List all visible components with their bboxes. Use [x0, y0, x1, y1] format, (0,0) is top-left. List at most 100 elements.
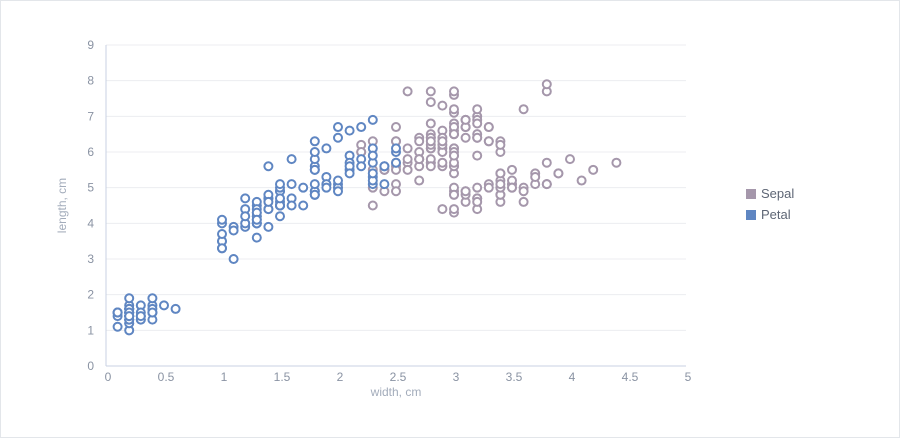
data-point [425, 86, 436, 97]
data-point [402, 154, 413, 165]
data-point [402, 164, 413, 175]
data-point [309, 164, 320, 175]
data-point [309, 189, 320, 200]
x-tick-label: 0.5 [158, 370, 175, 384]
data-point [367, 114, 378, 125]
data-point [518, 196, 529, 207]
data-point [356, 161, 367, 172]
data-point [344, 125, 355, 136]
data-point [611, 157, 622, 168]
data-point [112, 307, 123, 318]
data-point [147, 307, 158, 318]
x-tick-label: 2.5 [390, 370, 407, 384]
data-point [275, 179, 285, 190]
legend-label: Petal [761, 207, 791, 222]
y-tick-label: 4 [87, 216, 94, 230]
data-point [391, 143, 401, 154]
data-point [414, 136, 425, 147]
data-point [379, 161, 390, 172]
data-point [298, 182, 309, 193]
data-point [460, 186, 471, 197]
y-tick-label: 6 [87, 145, 94, 159]
y-tick-label: 9 [87, 38, 94, 52]
y-tick-label: 0 [87, 359, 94, 373]
legend-label: Sepal [761, 186, 794, 201]
data-point [391, 157, 401, 168]
x-tick-labels: 0 0.5 1 1.5 2 2.5 3 3.5 4 4.5 5 [105, 370, 692, 384]
data-point [414, 175, 425, 186]
x-axis-title: width, cm [370, 385, 422, 399]
data-point [425, 161, 436, 172]
data-point [437, 204, 448, 215]
y-tick-label: 5 [87, 181, 94, 195]
data-point [530, 171, 541, 182]
data-point [228, 225, 239, 236]
data-point [275, 211, 285, 222]
data-point [309, 147, 320, 157]
x-tick-label: 0 [105, 370, 112, 384]
data-point [379, 179, 390, 190]
data-point [460, 132, 471, 143]
x-tick-label: 4.5 [622, 370, 639, 384]
data-point [356, 122, 367, 133]
data-point [495, 139, 506, 150]
data-point [483, 182, 494, 193]
data-point [333, 132, 343, 143]
series-sepal [333, 79, 622, 218]
axes [105, 45, 686, 367]
y-tick-label: 7 [87, 109, 94, 123]
data-point [135, 311, 146, 322]
data-point [437, 100, 448, 111]
data-point [159, 300, 169, 311]
data-point [286, 179, 297, 190]
data-point [309, 136, 320, 147]
data-point [588, 164, 599, 175]
data-point [449, 150, 459, 161]
data-point [263, 161, 274, 172]
data-point [472, 182, 483, 193]
data-point [425, 118, 436, 129]
data-point [251, 214, 262, 225]
data-point [251, 232, 262, 243]
data-point [240, 211, 251, 222]
x-tick-label: 5 [685, 370, 692, 384]
data-point [367, 200, 378, 211]
data-point [541, 157, 552, 168]
data-point [286, 154, 297, 165]
data-point [576, 175, 587, 186]
data-point [472, 150, 483, 161]
data-point [391, 186, 401, 197]
data-point [518, 104, 529, 115]
data-point [367, 168, 378, 179]
data-point [425, 136, 436, 147]
series-layer [112, 79, 622, 336]
data-point [449, 129, 459, 140]
series-petal [112, 114, 401, 336]
data-point [402, 143, 413, 154]
data-point [541, 79, 552, 90]
data-point [495, 179, 506, 190]
legend-swatch [746, 210, 756, 220]
data-point [449, 104, 459, 115]
data-point [286, 200, 297, 211]
data-point [170, 303, 181, 314]
data-point [449, 189, 459, 200]
data-point [449, 204, 459, 215]
data-point [217, 214, 227, 225]
data-point [367, 150, 378, 161]
data-point [449, 86, 459, 97]
legend-item-sepal: Sepal [746, 186, 794, 201]
x-tick-label: 3 [453, 370, 460, 384]
data-point [240, 193, 251, 204]
x-tick-label: 3.5 [506, 370, 523, 384]
y-tick-label: 8 [87, 74, 94, 88]
data-point [541, 179, 552, 190]
data-point [425, 97, 436, 108]
data-point [263, 221, 274, 232]
data-point [275, 193, 285, 204]
data-point [124, 311, 135, 322]
legend-item-petal: Petal [746, 207, 791, 222]
data-point [298, 200, 309, 211]
data-point [483, 136, 494, 147]
